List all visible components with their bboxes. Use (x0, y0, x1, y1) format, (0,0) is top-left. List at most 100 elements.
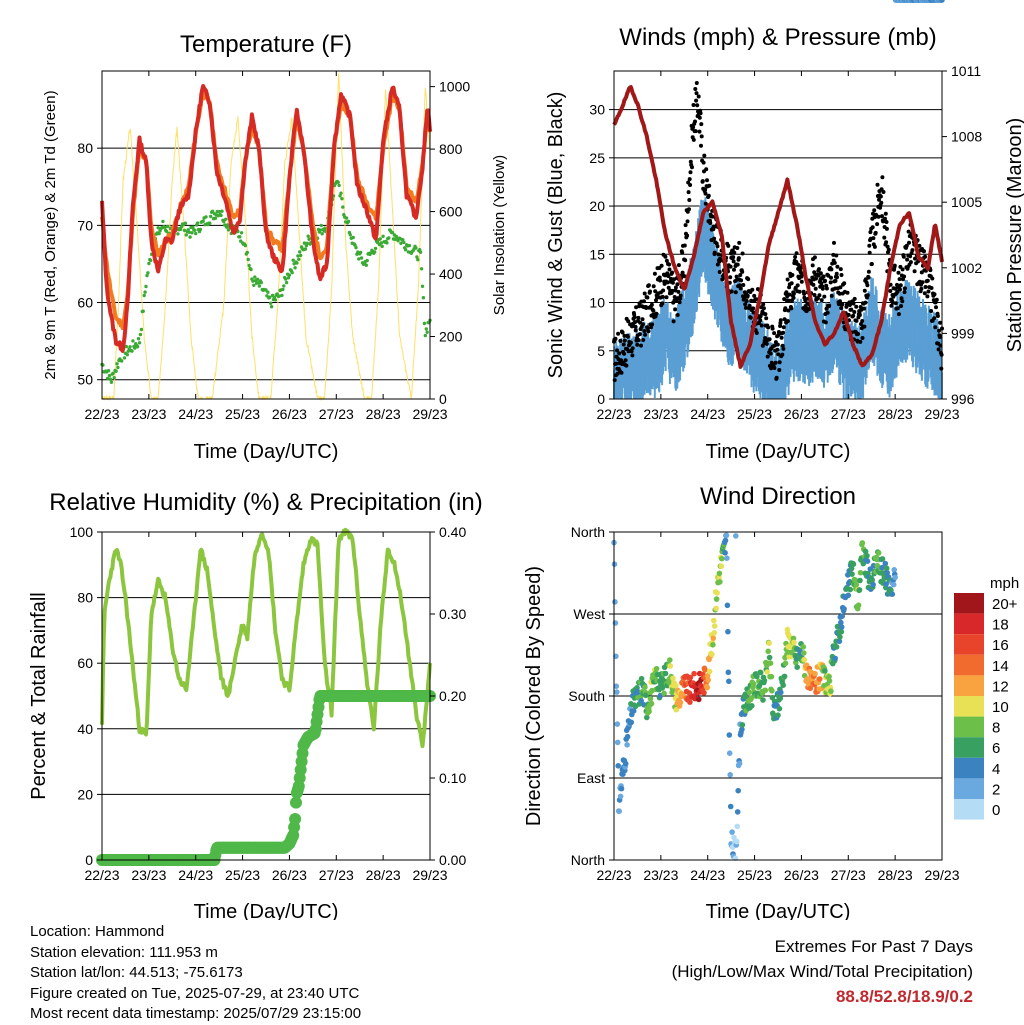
gust-point (710, 214, 715, 219)
winds-pressure-panel: Winds (mph) & Pressure (mb) 0 5 10 15 20 25 30… (545, 24, 1024, 463)
y2-tick-label: 0.10 (439, 770, 466, 786)
gust-point (872, 244, 877, 249)
gust-point (637, 332, 642, 337)
direction-point (711, 617, 717, 624)
dewpoint-point (415, 255, 419, 259)
direction-point (612, 620, 619, 626)
direction-point (754, 673, 760, 680)
direction-point (687, 699, 693, 705)
gust-point (697, 129, 702, 134)
gust-point (770, 326, 775, 331)
x-tick-label: 22/23 (84, 406, 119, 422)
humidity-x-axis-label: Time (Day/UTC) (194, 901, 339, 920)
dewpoint-point (296, 254, 300, 258)
y-tick-label: 20 (77, 786, 93, 802)
dewpoint-point (381, 234, 385, 238)
dewpoint-point (133, 346, 137, 350)
gust-point (932, 316, 937, 321)
gust-point (622, 333, 627, 338)
direction-point (778, 689, 784, 696)
legend-swatch (954, 675, 984, 696)
dewpoint-point (346, 219, 351, 224)
x-tick-label: 22/23 (84, 867, 119, 883)
dewpoint-point (269, 305, 274, 309)
gust-point (867, 250, 872, 255)
gust-point (748, 315, 753, 320)
direction-point (731, 834, 737, 841)
direction-point (649, 687, 655, 694)
gust-point (736, 256, 741, 261)
gust-point (763, 336, 768, 340)
direction-point (704, 684, 710, 691)
gust-point (815, 296, 820, 301)
direction-point (746, 689, 753, 696)
gust-point (906, 229, 911, 234)
gust-point (814, 276, 818, 281)
dewpoint-point (137, 341, 142, 345)
gust-point (922, 249, 926, 254)
station-location: Location: Hammond (30, 923, 165, 940)
direction-point (801, 650, 807, 656)
gust-point (774, 375, 779, 380)
gust-point (937, 328, 941, 333)
gust-point (738, 273, 743, 277)
gust-point (784, 290, 789, 295)
gust-point (868, 230, 873, 235)
dewpoint-point (145, 273, 149, 278)
dewpoint-point (213, 216, 218, 220)
gust-point (671, 319, 676, 324)
gust-point (743, 302, 748, 307)
gust-point (852, 296, 857, 301)
direction-point (883, 565, 890, 572)
legend-swatch (954, 613, 984, 635)
direction-point (722, 550, 728, 556)
direction-point (673, 706, 680, 713)
gust-point (660, 294, 665, 299)
y-tick-label: 40 (77, 721, 93, 737)
x-tick-label: 23/23 (643, 406, 678, 422)
x-tick-label: 28/23 (366, 406, 401, 422)
gust-point (703, 201, 708, 206)
dewpoint-point (138, 332, 143, 337)
gust-point (690, 165, 694, 170)
gust-point (799, 279, 804, 284)
dewpoint-point (143, 290, 147, 294)
gust-point (846, 312, 851, 317)
gust-point (693, 129, 698, 134)
direction-point (801, 656, 807, 663)
y2-tick-label: 800 (439, 141, 463, 157)
gust-point (699, 122, 704, 127)
dewpoint-point (318, 228, 323, 232)
gust-point (704, 167, 709, 172)
gust-point (739, 278, 744, 283)
direction-point (836, 638, 843, 645)
legend-swatch (954, 799, 984, 820)
dewpoint-point (239, 231, 244, 235)
wind-direction-points (611, 0, 945, 862)
gust-point (761, 306, 766, 311)
gust-point (764, 316, 769, 321)
direction-point (879, 556, 886, 562)
y-tick-label: 60 (77, 295, 93, 311)
gust-point (849, 307, 854, 312)
dewpoint-point (219, 213, 223, 218)
direction-point (794, 664, 800, 670)
dewpoint-point (264, 288, 268, 292)
gust-point (881, 190, 886, 194)
wind-direction-title: Wind Direction (700, 483, 856, 510)
dewpoint-point (424, 327, 428, 331)
gust-point (622, 351, 627, 356)
dewpoint-point (238, 235, 242, 239)
dewpoint-point (338, 194, 342, 198)
gust-point (744, 298, 749, 303)
temperature-y2-axis-label: Solar Insolation (Yellow) (491, 155, 508, 315)
direction-point (734, 809, 741, 815)
direction-point (653, 665, 660, 672)
dewpoint-point (273, 298, 278, 302)
gust-point (902, 290, 907, 295)
gust-point (635, 342, 640, 347)
winds-y-ticks: 0 5 10 15 20 25 30 (589, 102, 614, 407)
gust-point (728, 275, 733, 280)
gust-point (675, 313, 680, 317)
direction-point (838, 624, 845, 630)
